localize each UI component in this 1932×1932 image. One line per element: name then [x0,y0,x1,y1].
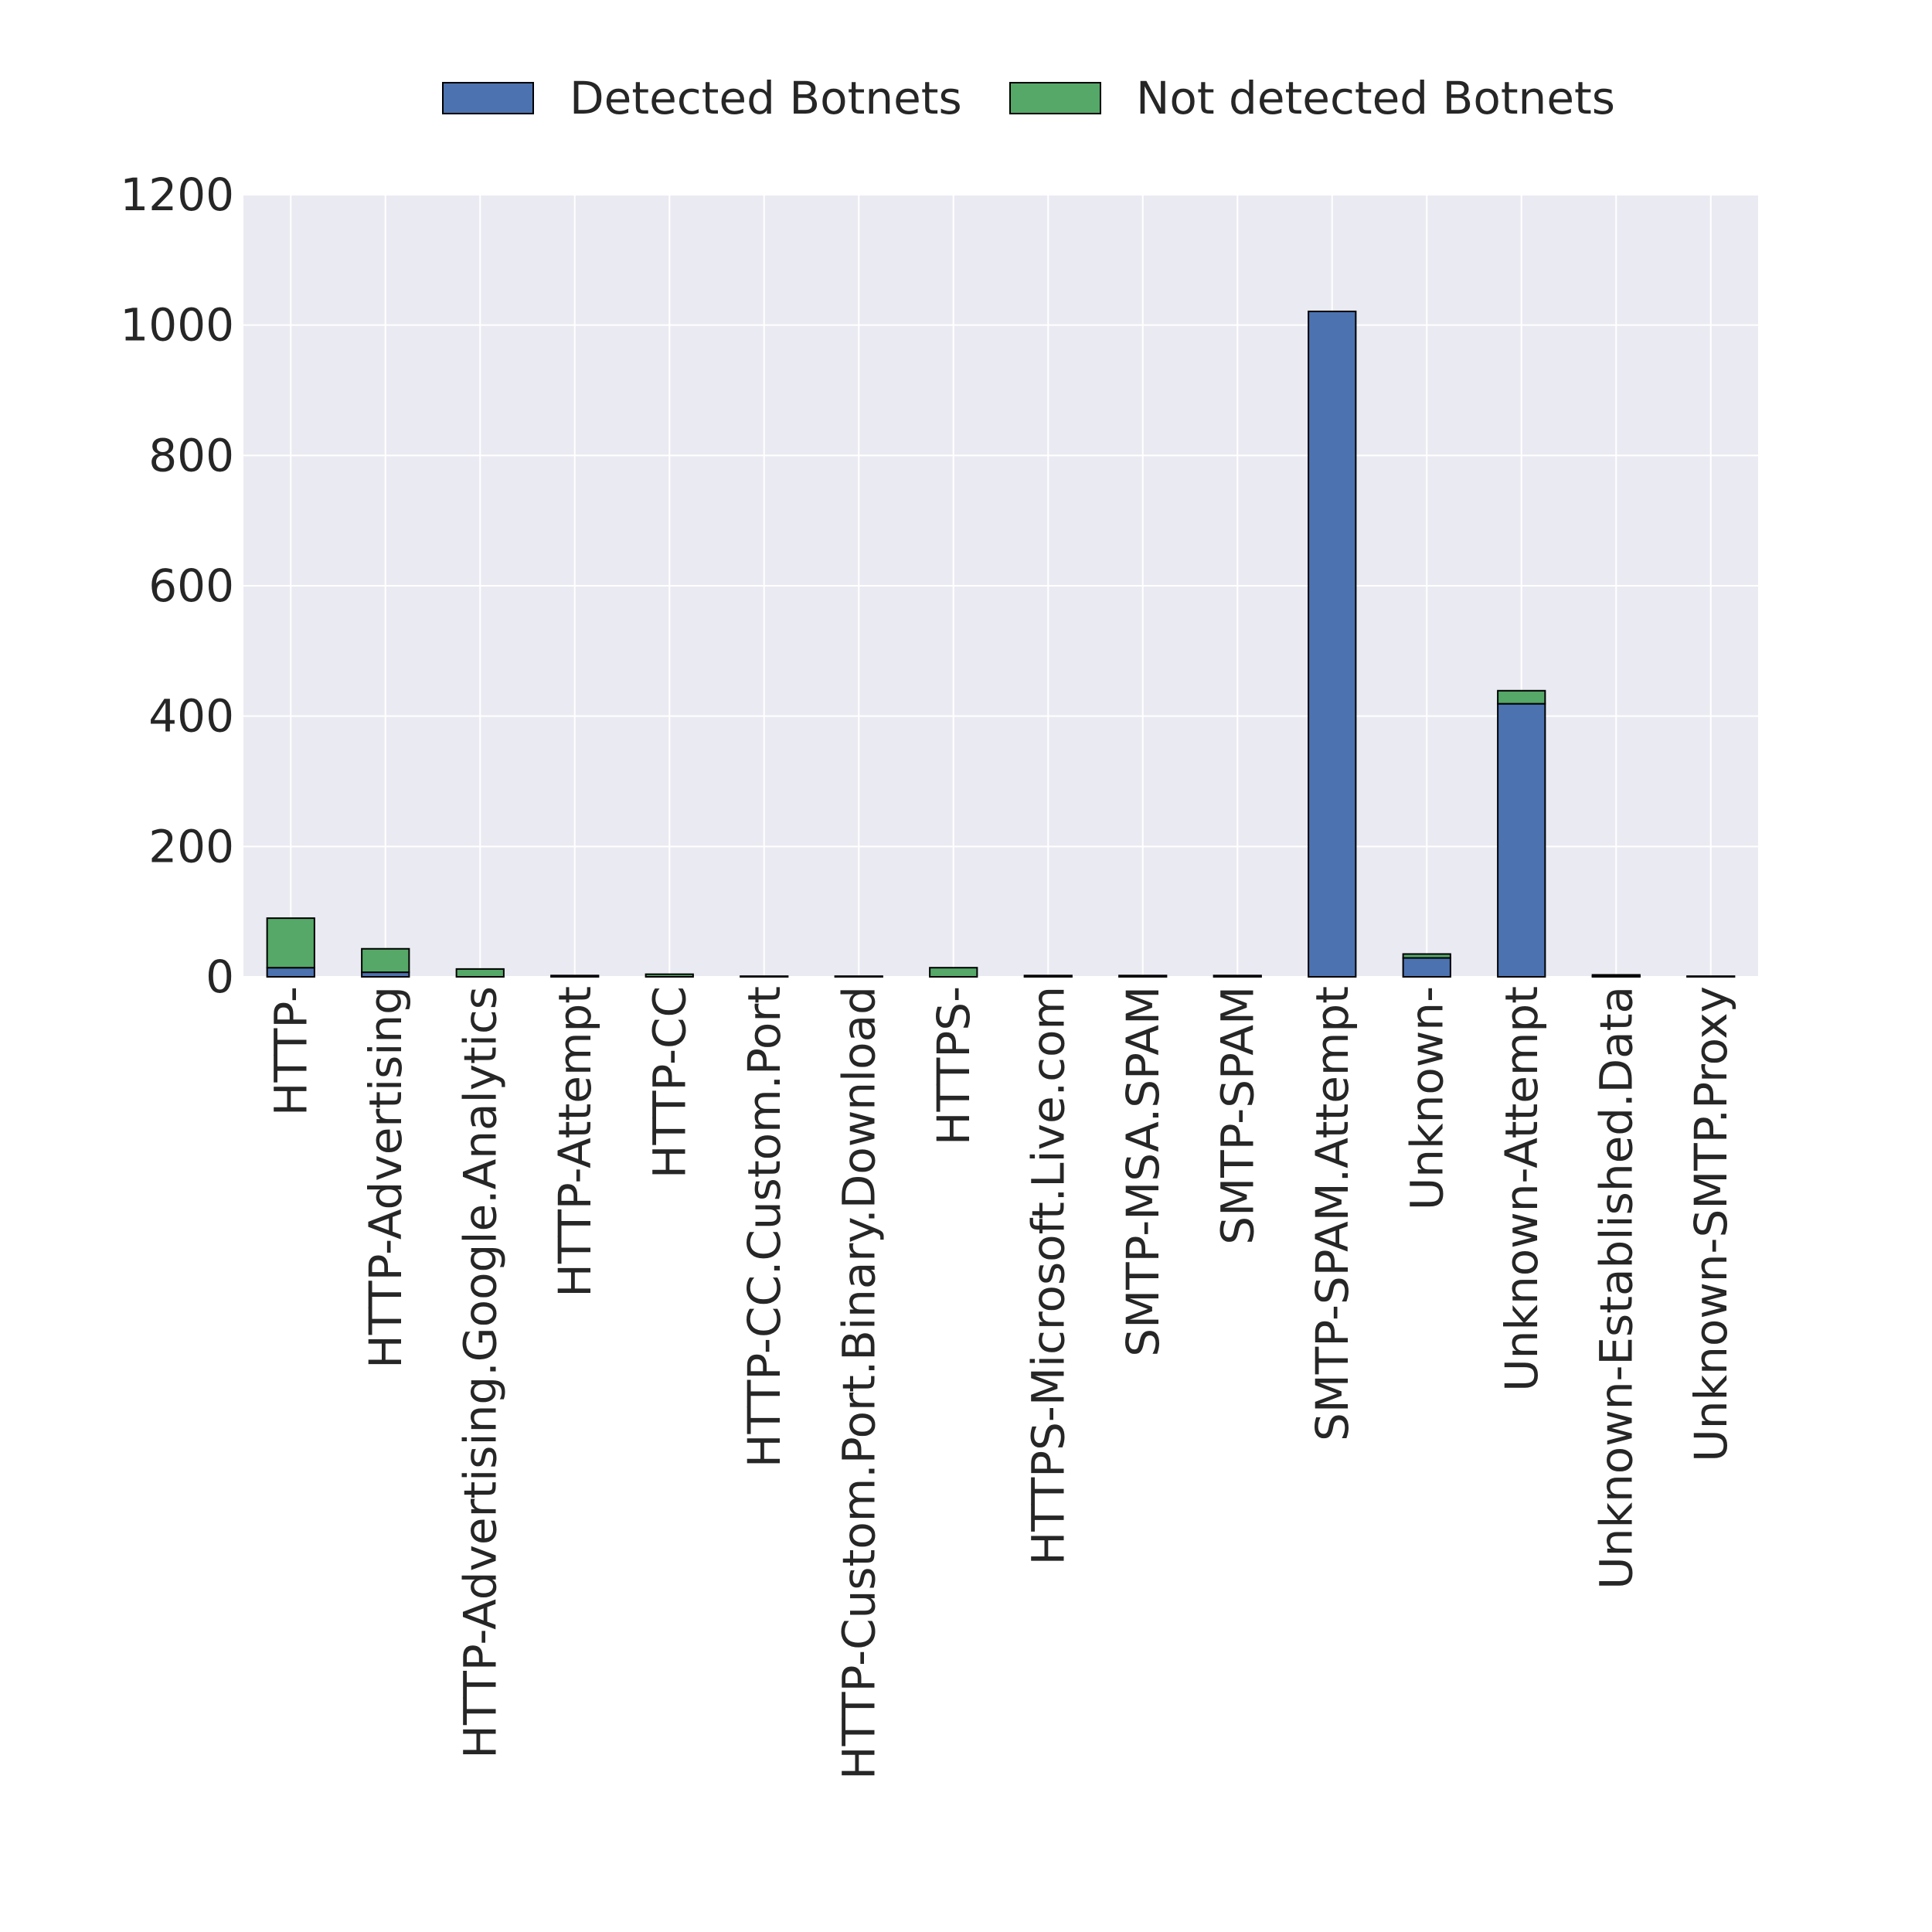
bar-not-detected-botnets-https [929,967,978,978]
legend-label-not-detected: Not detected Botnets [1136,72,1615,124]
x-tick-label-smtp-spam: SMTP-SPAM [1211,986,1264,1245]
x-tick-label-https-microsoft-live-com: HTTPS-Microsoft.Live.com [1022,986,1074,1565]
x-tick-label-unknown-attempt: Unknown-Attempt [1495,986,1548,1392]
y-tick-label-0: 0 [206,951,234,1003]
bar-not-detected-botnets-smtp-msa-spam [1118,975,1168,978]
y-axis-ticks: 0 200 400 600 800 1000 1200 [120,168,234,1003]
x-axis-ticks: HTTP- HTTP-Advertising HTTP-Advertising.Go… [264,986,1737,1780]
y-tick-label-400: 400 [148,690,234,743]
bar-not-detected-botnets-http-advertising-google-analytics [455,968,505,978]
x-tick-label-smtp-spam-attempt: SMTP-SPAM.Attempt [1306,986,1359,1441]
y-tick-label-200: 200 [148,820,234,872]
bar-not-detected-botnets-http-custom-port-binary-download [834,975,883,978]
x-tick-label-smtp-msa-spam: SMTP-MSA.SPAM [1117,986,1169,1357]
x-tick-label-https: HTTPS- [927,986,980,1145]
bar-not-detected-botnets-http-cc-custom-port [740,975,789,978]
legend: Detected Botnets Not detected Botnets [442,72,1615,124]
y-tick-label-1200: 1200 [120,168,234,221]
x-tick-label-unknown: Unknown- [1400,986,1453,1210]
bar-detected-botnets-http [266,967,315,978]
x-tick-label-http-cc: HTTP-CC [643,986,696,1179]
bar-detected-botnets-unknown-attempt [1497,702,1546,978]
y-tick-label-1000: 1000 [120,299,234,352]
bar-not-detected-botnets-http [266,917,315,969]
legend-swatch-detected [442,82,534,114]
bar-not-detected-botnets-unknown-established-data [1591,974,1641,978]
x-tick-label-http-attempt: HTTP-Attempt [549,986,601,1298]
y-tick-label-800: 800 [148,429,234,481]
x-tick-label-http-cc-custom-port: HTTP-CC.Custom.Port [738,986,791,1468]
legend-swatch-not-detected [1009,82,1101,114]
x-tick-label-http-advertising-google-analytics: HTTP-Advertising.Google.Analytics [454,986,506,1759]
bar-detected-botnets-smtp-spam-attempt [1308,310,1357,978]
bar-not-detected-botnets-http-advertising [361,947,410,974]
bar-not-detected-botnets-https-microsoft-live-com [1023,975,1073,978]
x-tick-label-http-custom-port-binary-download: HTTP-Custom.Port.Binary.Download [832,986,885,1780]
x-tick-label-http: HTTP- [264,986,317,1116]
bars [266,310,1736,978]
bar-not-detected-botnets-smtp-spam [1213,975,1262,978]
bar-not-detected-botnets-http-cc [645,973,694,978]
bar-not-detected-botnets-unknown-attempt [1497,689,1546,705]
bar-not-detected-botnets-http-attempt [550,975,600,978]
bar-detected-botnets-unknown [1402,957,1451,978]
x-tick-label-unknown-established-data: Unknown-Established.Data [1590,986,1642,1590]
bar-not-detected-botnets-unknown [1402,953,1451,959]
x-tick-label-http-advertising: HTTP-Advertising [359,986,412,1369]
x-tick-label-unknown-smtp-proxy: Unknown-SMTP.Proxy [1685,986,1737,1462]
y-tick-label-600: 600 [148,560,234,612]
bar-not-detected-botnets-unknown-smtp-proxy [1686,975,1736,978]
legend-label-detected: Detected Botnets [570,72,962,124]
